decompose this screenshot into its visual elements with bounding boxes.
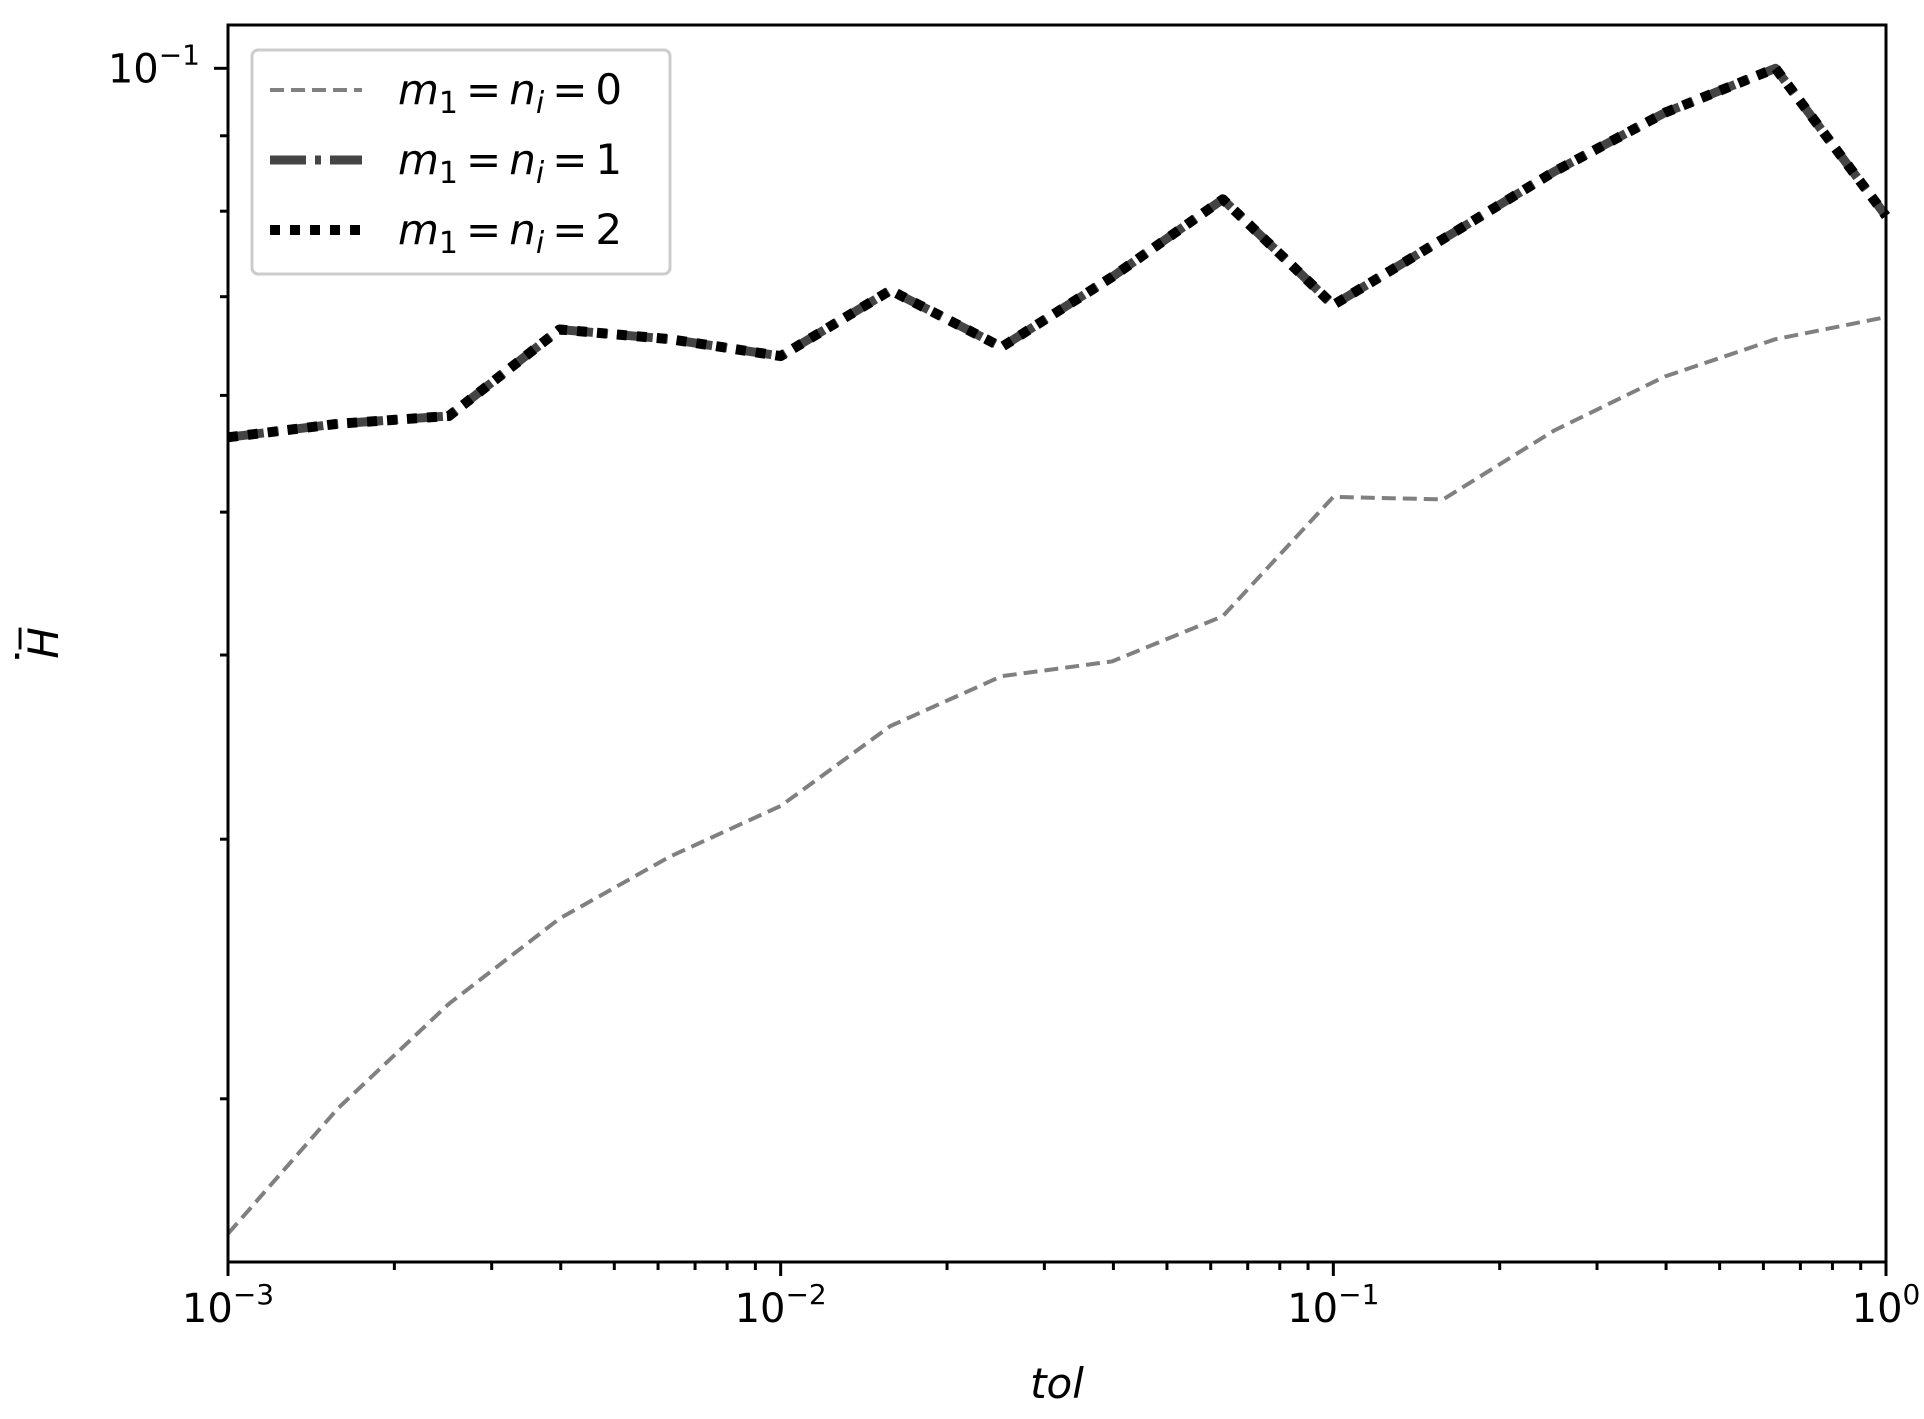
x-tick-label: 10−1 bbox=[1287, 1278, 1379, 1332]
series-line-0 bbox=[226, 315, 1887, 1236]
x-axis-label: tol bbox=[1030, 1359, 1084, 1408]
x-tick-label: 10−2 bbox=[735, 1278, 827, 1332]
x-tick-label: 10−3 bbox=[182, 1278, 274, 1332]
x-axis: 10−3 10−2 10−1 100 bbox=[182, 1262, 1920, 1332]
legend-label-0: m1 = ni = 0 bbox=[398, 65, 622, 121]
legend-label-1: m1 = ni = 1 bbox=[398, 135, 622, 191]
x-tick-label: 100 bbox=[1852, 1278, 1921, 1332]
plot-lines bbox=[226, 63, 1891, 1236]
y-axis: 10−1 bbox=[108, 38, 228, 1101]
legend: m1 = ni = 0 m1 = ni = 1 m1 = ni = 2 bbox=[250, 48, 672, 276]
series-line-2 bbox=[227, 63, 1891, 443]
y-tick-label: 10−1 bbox=[108, 38, 200, 92]
y-axis-label: H̅ bbox=[18, 627, 68, 659]
legend-box bbox=[250, 48, 672, 276]
plot-frame bbox=[226, 23, 1888, 1264]
legend-label-2: m1 = ni = 2 bbox=[398, 205, 622, 261]
